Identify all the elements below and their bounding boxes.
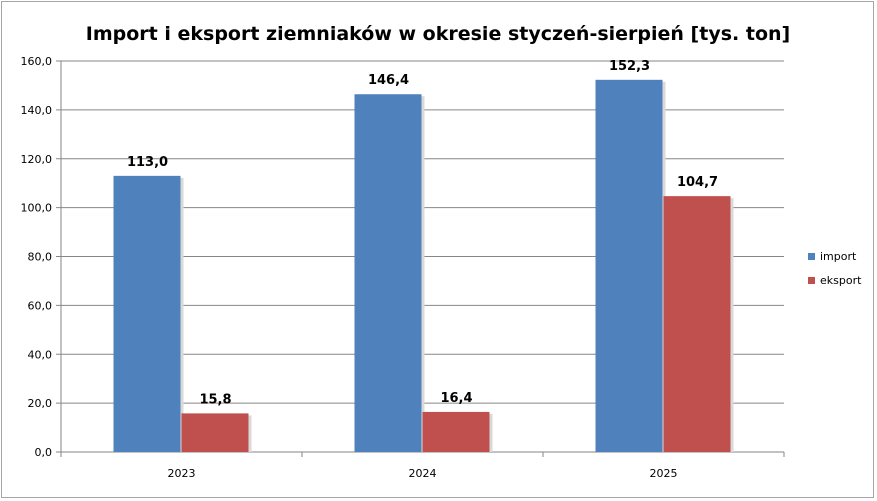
y-tick-label: 40,0 <box>28 348 53 361</box>
y-tick-label: 160,0 <box>21 55 53 68</box>
bar-import-2025 <box>595 79 663 453</box>
x-tick-label: 2025 <box>650 467 678 480</box>
bars <box>113 79 734 453</box>
data-label: 104,7 <box>677 175 718 190</box>
y-tick-label: 120,0 <box>21 153 53 166</box>
bar-eksport-2025 <box>663 196 731 452</box>
y-tick-label: 100,0 <box>21 202 53 215</box>
y-tick-label: 80,0 <box>28 251 53 264</box>
data-label: 146,4 <box>368 73 409 88</box>
chart-title: Import i eksport ziemniaków w okresie st… <box>86 23 790 45</box>
data-label: 113,0 <box>127 155 168 170</box>
legend-label-eksport: eksport <box>820 274 862 287</box>
data-label: 16,4 <box>440 391 472 406</box>
x-tick-label: 2023 <box>168 467 196 480</box>
y-tick-label: 20,0 <box>28 397 53 410</box>
bar-eksport-2023 <box>181 413 249 452</box>
data-label: 15,8 <box>199 392 231 407</box>
legend-label-import: import <box>820 250 857 263</box>
x-tick-label: 2024 <box>409 467 437 480</box>
legend: import eksport <box>808 250 862 287</box>
y-tick-label: 140,0 <box>21 104 53 117</box>
y-tick-label: 60,0 <box>28 299 53 312</box>
bar-import-2023 <box>113 175 181 452</box>
legend-swatch-import <box>808 253 815 260</box>
bar-import-2024 <box>354 94 422 453</box>
data-labels: 113,0 15,8 146,4 16,4 152,3 104,7 <box>127 59 718 408</box>
bar-eksport-2024 <box>422 411 490 452</box>
data-label: 152,3 <box>609 59 650 74</box>
legend-swatch-eksport <box>808 277 815 284</box>
y-tick-label: 0,0 <box>35 446 53 459</box>
